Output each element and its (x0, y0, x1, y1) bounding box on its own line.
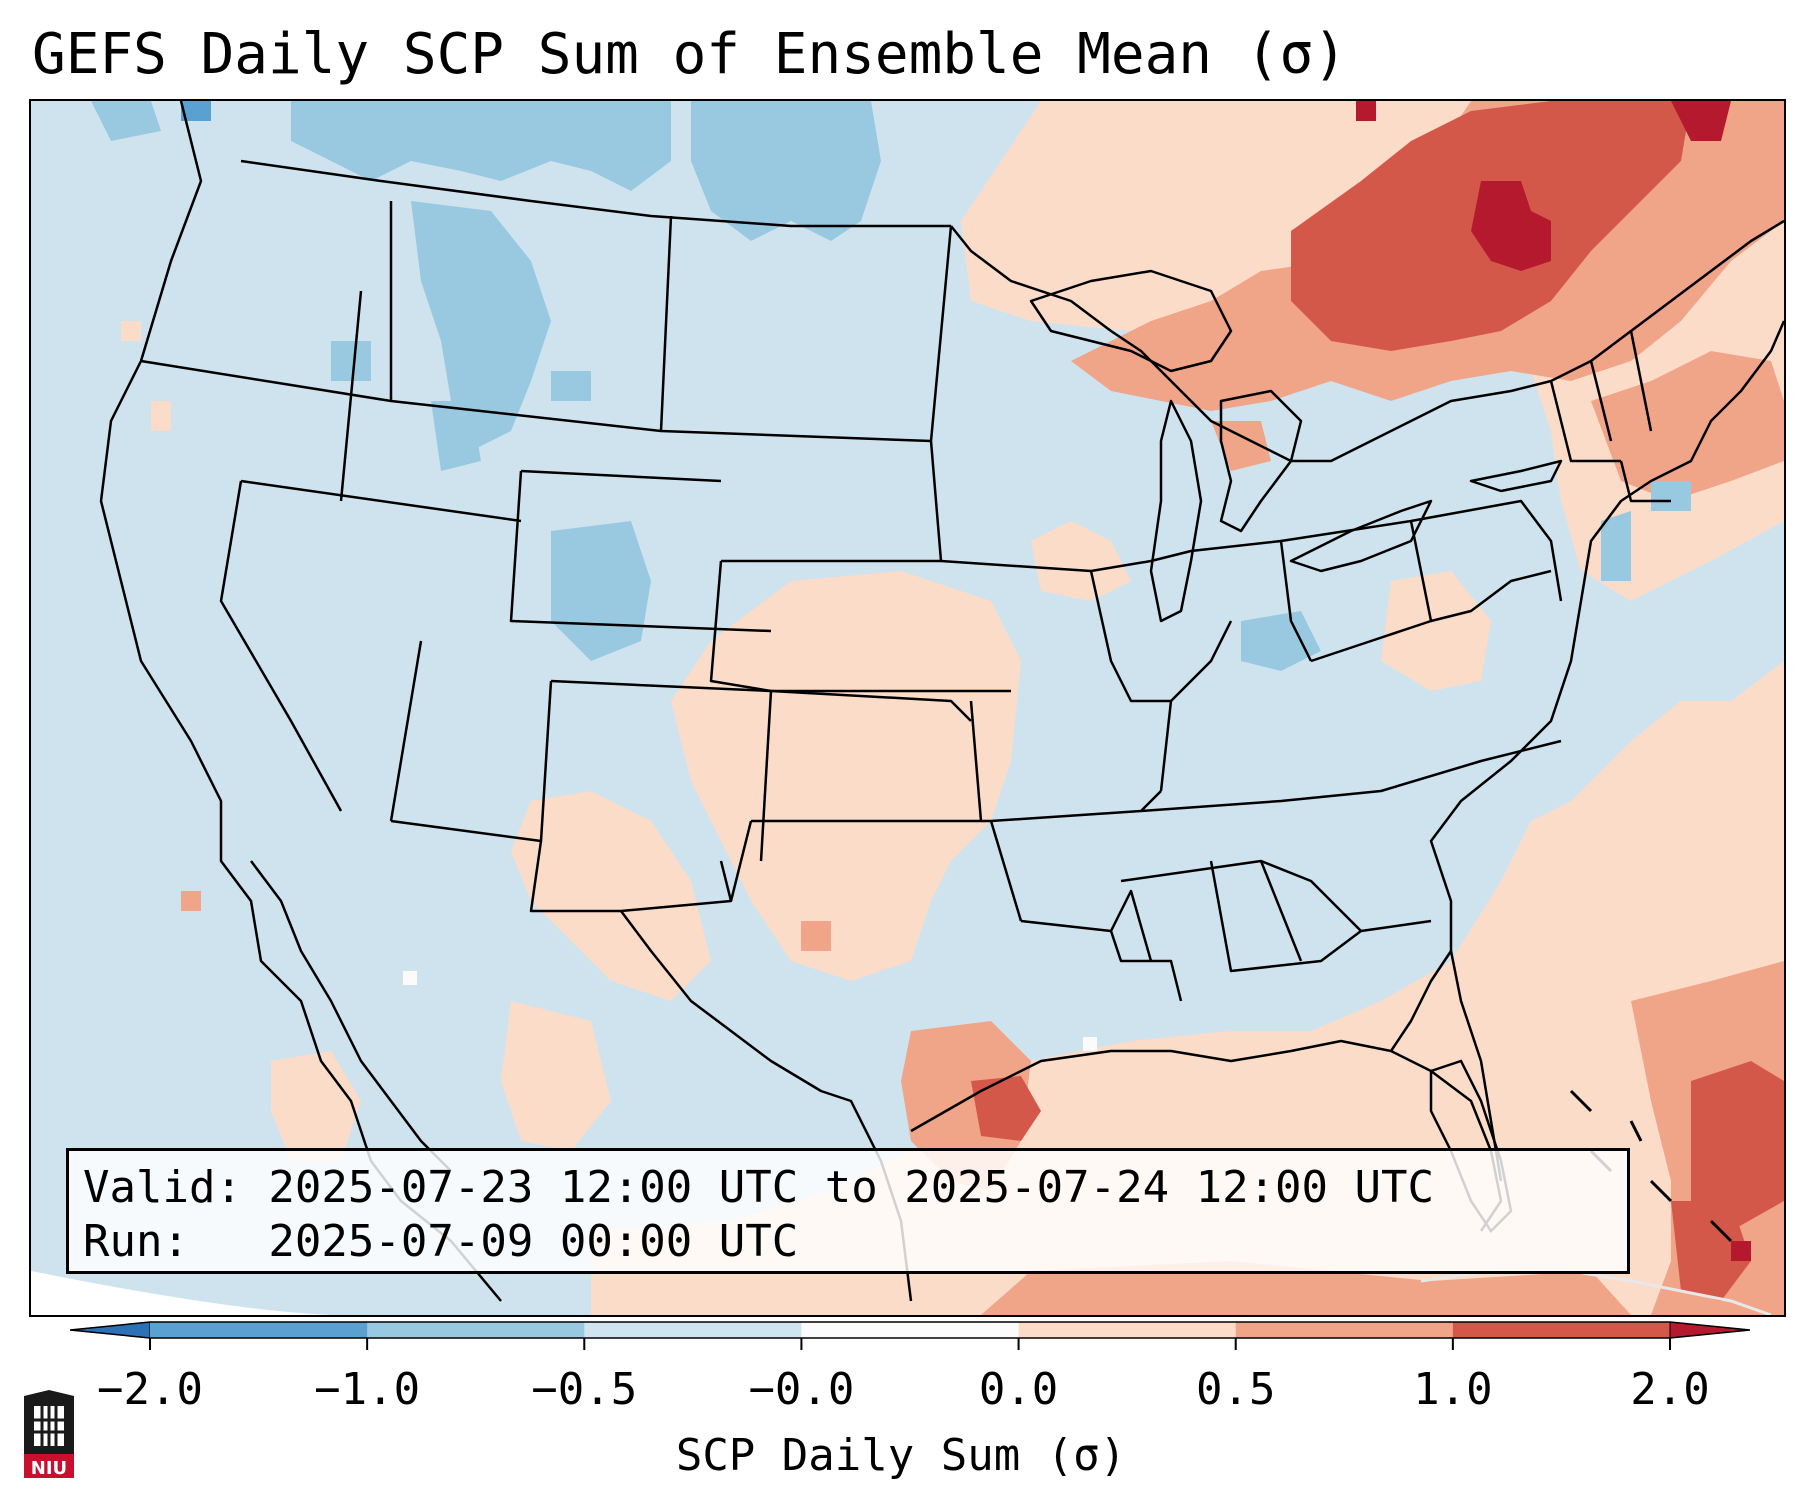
colorbar-bin (367, 1322, 585, 1338)
colorbar-tick-label: −1.0 (314, 1364, 421, 1415)
scp-field-map (31, 101, 1784, 1315)
near-zero-cell (403, 971, 417, 985)
colorbar-ticks (149, 1338, 1671, 1350)
colorbar-segments (70, 1321, 1750, 1339)
colorbar-tick-label: 0.0 (978, 1364, 1059, 1415)
colorbar-bin (150, 1322, 368, 1338)
niu-logo: NIU (24, 1390, 74, 1479)
near-zero-cell (1083, 1037, 1097, 1051)
colorbar-tick-label: 0.5 (1195, 1364, 1276, 1415)
validity-info-box: Valid: 2025-07-23 12:00 UTC to 2025-07-2… (66, 1148, 1630, 1274)
field-light-positive (121, 101, 1784, 1315)
colorbar-tick-label: −0.5 (531, 1364, 638, 1415)
map-title: GEFS Daily SCP Sum of Ensemble Mean (σ) (32, 22, 1347, 87)
colorbar-bin (1018, 1322, 1237, 1338)
colorbar-over-arrow (1669, 1321, 1750, 1339)
colorbar-tick-label: 2.0 (1630, 1364, 1710, 1415)
run-time-line: Run: 2025-07-09 00:00 UTC (83, 1216, 799, 1267)
colorbar-tick-label: −2.0 (97, 1364, 203, 1415)
map-panel (29, 99, 1786, 1317)
field-moderate-negative (181, 101, 211, 121)
valid-time-line: Valid: 2025-07-23 12:00 UTC to 2025-07-2… (83, 1162, 1435, 1213)
colorbar (70, 1321, 1750, 1350)
colorbar-under-arrow (70, 1321, 151, 1339)
out-of-domain-area (31, 1271, 331, 1315)
colorbar-bin (1235, 1322, 1454, 1338)
colorbar-bin (1452, 1322, 1671, 1338)
political-boundaries (99, 101, 1784, 1302)
logo-text: NIU (31, 1458, 67, 1479)
colorbar-label: SCP Daily Sum (σ) (675, 1430, 1127, 1481)
colorbar-bin (801, 1322, 1020, 1338)
colorbar-tick-label: −0.0 (748, 1364, 855, 1415)
field-extreme-positive (1356, 101, 1751, 1261)
colorbar-bin (584, 1322, 802, 1338)
colorbar-tick-label: 1.0 (1413, 1364, 1493, 1415)
